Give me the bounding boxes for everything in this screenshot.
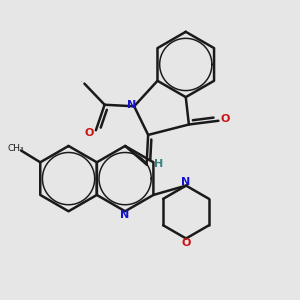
Text: O: O	[84, 128, 94, 138]
Text: O: O	[182, 238, 191, 248]
Text: O: O	[81, 81, 83, 82]
Text: H: H	[154, 158, 163, 169]
Text: CH₃: CH₃	[7, 144, 24, 153]
Text: O: O	[0, 299, 1, 300]
Text: N: N	[121, 210, 130, 220]
Text: N: N	[127, 100, 136, 110]
Text: O: O	[220, 114, 230, 124]
Text: N: N	[182, 177, 191, 187]
